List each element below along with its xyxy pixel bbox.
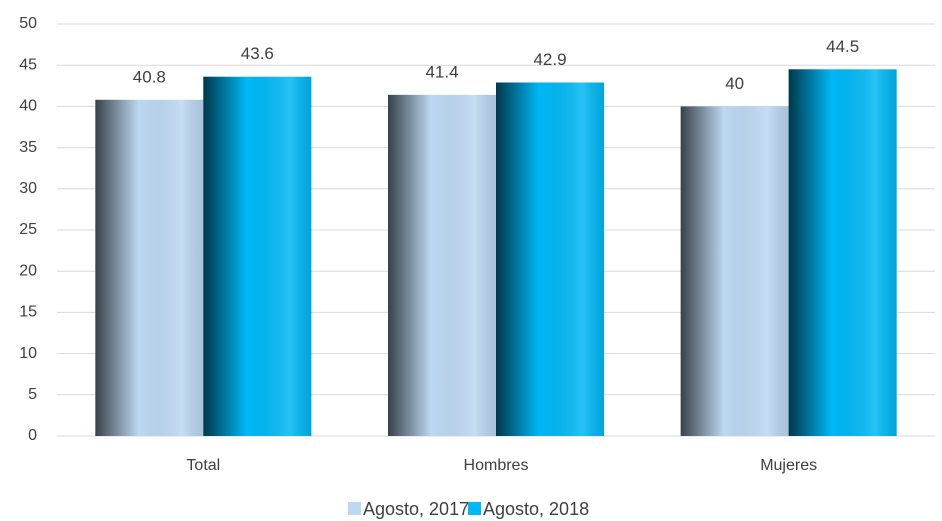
legend-swatch [468,502,481,515]
bar-shade [95,99,204,437]
value-label: 42.9 [533,50,566,69]
y-tick-label: 40 [19,98,37,115]
bar-shade [496,82,604,436]
y-tick-label: 25 [19,221,37,238]
bar-shade [680,106,789,437]
value-label: 44.5 [826,37,859,56]
y-tick-label: 50 [19,15,37,32]
x-tick-label: Total [186,457,220,474]
x-tick-label: Hombres [464,457,529,474]
y-tick-label: 15 [19,304,37,321]
legend-swatch [348,502,361,515]
value-label: 41.4 [425,62,458,81]
y-tick-label: 30 [19,180,37,197]
y-tick-label: 5 [28,386,37,403]
y-tick-label: 35 [19,139,37,156]
x-tick-label: Mujeres [760,457,817,474]
value-label: 40 [725,74,744,93]
legend-label: Agosto, 2018 [483,499,589,519]
bar-shade [788,69,897,436]
y-tick-label: 20 [19,262,37,279]
y-tick-label: 0 [28,427,37,444]
value-label: 40.8 [133,67,166,86]
bar-shade [388,94,496,436]
y-tick-label: 45 [19,56,37,73]
y-tick-label: 10 [19,345,37,362]
legend-label: Agosto, 2017 [363,499,469,519]
value-label: 43.6 [241,44,274,63]
bar-shade [203,76,312,437]
